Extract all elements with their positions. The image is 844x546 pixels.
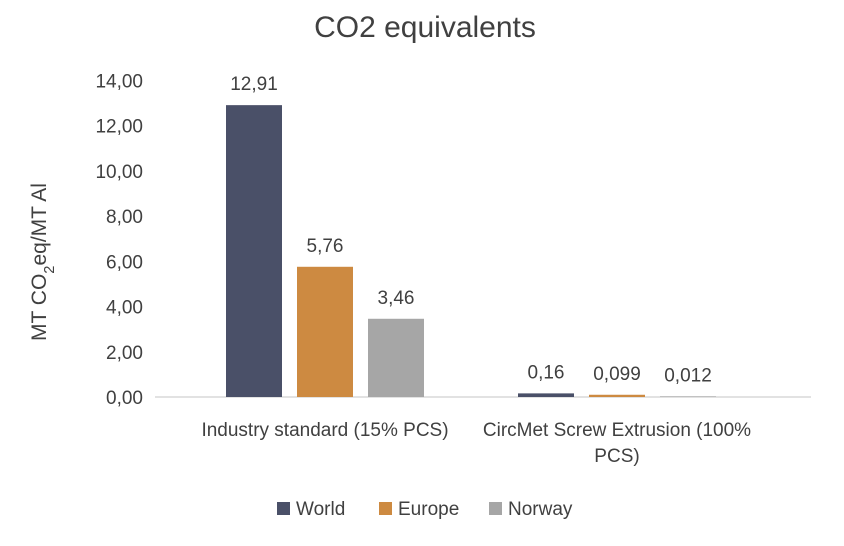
data-label: 5,76 [307, 236, 344, 257]
bar-norway [368, 318, 424, 397]
category-labels: Industry standard (15% PCS) CircMet Screw… [201, 420, 751, 467]
data-labels: 12,91 5,76 3,46 0,16 0,099 0,012 [230, 74, 712, 387]
y-tick-label: 6,00 [106, 252, 143, 273]
x-category-label: CircMet Screw Extrusion (100% [483, 420, 751, 441]
y-axis-ticks: 0,00 2,00 4,00 6,00 8,00 10,00 12,00 14,00 [95, 72, 143, 410]
bar-world [518, 393, 574, 397]
bar-norway [660, 396, 716, 397]
bar-world [226, 105, 282, 397]
data-label: 0,16 [528, 362, 565, 383]
y-tick-label: 12,00 [95, 117, 143, 138]
y-tick-label: 0,00 [106, 388, 143, 409]
y-tick-label: 8,00 [106, 207, 143, 228]
legend-swatch-norway [489, 502, 502, 515]
chart-title: CO2 equivalents [314, 11, 536, 44]
legend-label-europe: Europe [398, 499, 459, 520]
bar-europe [589, 394, 645, 397]
y-axis-label: MT CO2eq/MT Al [28, 183, 58, 341]
legend-swatch-europe [379, 502, 392, 515]
legend-label-world: World [296, 499, 345, 520]
x-category-label: PCS) [594, 446, 639, 467]
y-tick-label: 2,00 [106, 343, 143, 364]
bar-europe [297, 266, 353, 397]
bars [226, 105, 716, 397]
data-label: 0,099 [593, 364, 641, 385]
legend-swatch-world [277, 502, 290, 515]
legend: World Europe Norway [277, 499, 573, 520]
y-tick-label: 10,00 [95, 162, 143, 183]
y-tick-label: 4,00 [106, 298, 143, 319]
legend-label-norway: Norway [508, 499, 573, 520]
x-category-label: Industry standard (15% PCS) [201, 420, 448, 441]
y-tick-label: 14,00 [95, 72, 143, 93]
data-label: 3,46 [378, 288, 415, 309]
data-label: 0,012 [664, 366, 712, 387]
data-label: 12,91 [230, 74, 278, 95]
